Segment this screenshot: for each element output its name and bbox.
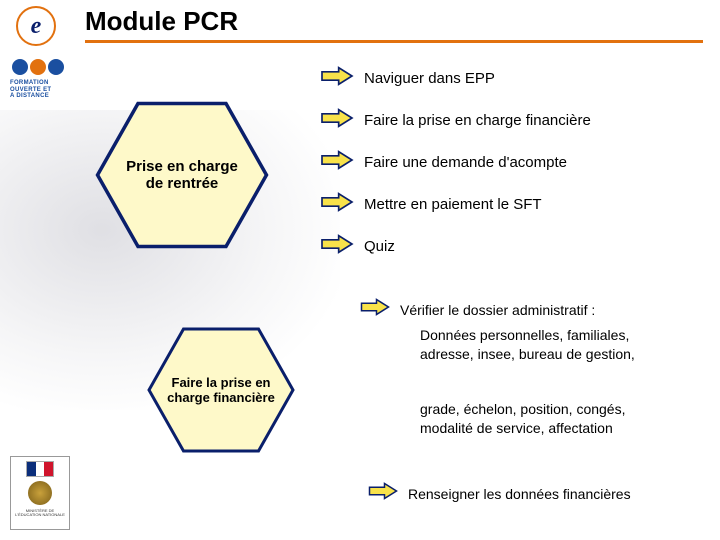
main-item-text: Naviguer dans EPP	[364, 70, 495, 87]
arrow-right-icon	[320, 66, 354, 91]
foad-dot-3	[48, 59, 64, 75]
hexagon-main-text: Prise en charge de rentrée	[126, 158, 238, 192]
hexagon-main-line1: Prise en charge	[126, 158, 238, 175]
sub-block-2: grade, échelon, position, congés, modali…	[420, 400, 670, 438]
logo-letter: e	[16, 6, 56, 46]
hexagon-main-line2: de rentrée	[126, 175, 238, 192]
sub-footer-row: Renseigner les données financières	[368, 482, 631, 505]
flag-white	[36, 462, 45, 476]
page-title: Module PCR	[85, 6, 238, 37]
government-badge: MINISTÈRE DE L'ÉDUCATION NATIONALE	[10, 456, 70, 530]
main-item-row: Mettre en paiement le SFT	[320, 192, 542, 217]
arrow-right-icon	[320, 150, 354, 175]
gov-text: MINISTÈRE DE L'ÉDUCATION NATIONALE	[13, 509, 67, 517]
main-item-row: Faire une demande d'acompte	[320, 150, 567, 175]
arrow-right-icon	[320, 108, 354, 133]
main-item-text: Faire la prise en charge financière	[364, 112, 591, 129]
foad-line2: OUVERTE ET	[10, 87, 66, 94]
foad-dot-1	[12, 59, 28, 75]
flag-blue	[27, 462, 36, 476]
title-rule	[85, 40, 703, 43]
foad-line3: A DISTANCE	[10, 93, 66, 100]
flag-icon	[26, 461, 54, 477]
sub-header-text: Vérifier le dossier administratif :	[400, 302, 595, 318]
hexagon-sub-text: Faire la prise en charge financière	[167, 375, 275, 405]
sub-footer-text: Renseigner les données financières	[408, 486, 631, 502]
main-item-text: Mettre en paiement le SFT	[364, 196, 542, 213]
arrow-right-icon	[360, 298, 390, 321]
hexagon-main: Prise en charge de rentrée	[94, 100, 270, 250]
arrow-right-icon	[368, 482, 398, 505]
main-item-row: Naviguer dans EPP	[320, 66, 495, 91]
foad-line1: FORMATION	[10, 80, 66, 87]
sub-header-row: Vérifier le dossier administratif :	[360, 298, 595, 321]
brand-logo: e	[16, 6, 56, 46]
sub-block-1: Données personnelles, familiales, adress…	[420, 326, 660, 364]
hexagon-sub: Faire la prise en charge financière	[146, 326, 296, 454]
hexagon-sub-line2: charge financière	[167, 390, 275, 405]
arrow-right-icon	[320, 192, 354, 217]
hexagon-sub-line1: Faire la prise en	[167, 375, 275, 390]
main-item-row: Quiz	[320, 234, 395, 259]
foad-block: FORMATION OUVERTE ET A DISTANCE	[10, 56, 66, 100]
arrow-right-icon	[320, 234, 354, 259]
main-item-text: Faire une demande d'acompte	[364, 154, 567, 171]
foad-dot-2	[30, 59, 46, 75]
main-item-text: Quiz	[364, 238, 395, 255]
foad-icon	[10, 56, 66, 78]
seal-icon	[28, 481, 52, 505]
main-item-row: Faire la prise en charge financière	[320, 108, 591, 133]
flag-red	[44, 462, 53, 476]
